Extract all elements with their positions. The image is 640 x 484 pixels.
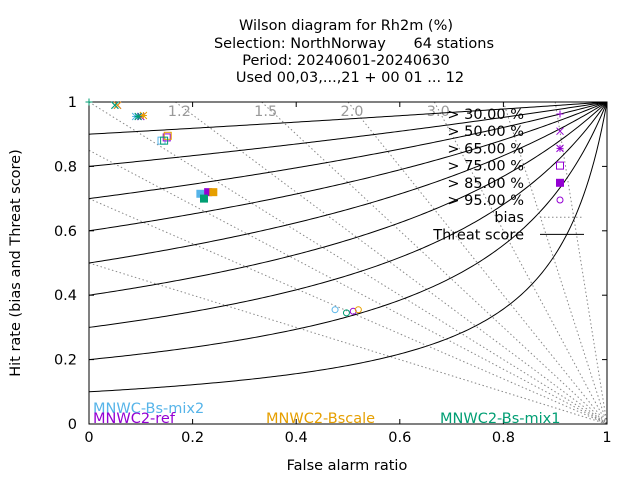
series-label-mnwc2-ref: MNWC2-ref [93, 411, 176, 427]
point-s2-1 [113, 101, 122, 110]
axis-ticks: 0 0.2 0.4 0.6 0.8 1 0 0.2 0.4 0.6 0.8 1 [54, 95, 612, 446]
bias-line-7 [433, 101, 608, 425]
bias-line-5 [261, 101, 608, 425]
x-tick-label-4: 0.8 [492, 430, 515, 446]
title-line-3: Period: 20240601-20240630 [242, 53, 450, 69]
legend-label-1: > 50.00 % [447, 124, 524, 140]
series-label-mnwc2-bscale: MNWC2-Bscale [266, 411, 375, 427]
threat-score-line-6 [88, 101, 608, 200]
y-axis-label: Hit rate (bias and Threat score) [8, 149, 24, 377]
bias-label-3: 3.0 [427, 104, 450, 120]
legend-label-0: > 30.00 % [447, 107, 524, 123]
bias-line-6 [347, 101, 608, 425]
chart-title: Wilson diagram for Rh2m (%) Selection: N… [214, 18, 494, 86]
title-line-4: Used 00,03,...,21 + 00 01 ... 12 [236, 70, 464, 86]
point-s3-2 [134, 112, 143, 121]
series-label-mnwc2-bs-mix1: MNWC2-Bs-mix1 [440, 411, 560, 427]
y-tick-label-2: 0.4 [54, 288, 77, 304]
bias-line-9 [554, 101, 608, 425]
plot-frame [88, 101, 608, 425]
legend-marker-1 [556, 127, 564, 136]
legend-label-2: > 65.00 % [447, 141, 524, 157]
data-points [85, 98, 362, 317]
legend-marker-4 [556, 178, 564, 187]
series-labels: MNWC-Bs-mix2 MNWC2-ref MNWC2-Bscale MNWC… [93, 401, 560, 427]
x-tick-label-0: 0 [84, 430, 93, 446]
point-s2-2 [139, 111, 148, 120]
bias-line-4 [175, 101, 608, 425]
y-tick-label-4: 0.8 [54, 159, 77, 175]
threat-score-line-0 [88, 102, 608, 393]
threat-score-line-1 [88, 101, 608, 361]
x-tick-label-1: 0.2 [181, 430, 204, 446]
legend-label-3: > 75.00 % [447, 159, 524, 175]
bias-line-1 [88, 198, 608, 425]
threat-score-line-8 [88, 101, 607, 135]
threat-score-line-4 [88, 101, 608, 264]
x-tick-label-5: 1 [602, 430, 611, 446]
point-s3-5 [342, 309, 350, 317]
y-tick-label-3: 0.6 [54, 224, 77, 240]
bias-label-0: 1.2 [168, 104, 191, 120]
x-tick-label-3: 0.6 [388, 430, 411, 446]
point-s3-1 [111, 101, 119, 110]
point-s2-4 [209, 188, 218, 197]
legend-marker-0 [556, 110, 564, 118]
legend-label-4: > 85.00 % [447, 176, 524, 192]
point-s3-0 [85, 98, 93, 106]
threat-score-line-2 [88, 101, 608, 328]
legend: > 30.00 %> 50.00 %> 65.00 % > 75.00 %> 85… [432, 107, 584, 243]
y-tick-label-1: 0.2 [54, 353, 77, 369]
threat-score-line-5 [88, 101, 608, 232]
y-tick-label-5: 1 [68, 95, 77, 111]
bias-labels: 1.2 1.5 2.0 3.0 [168, 104, 450, 120]
x-tick-label-2: 0.4 [285, 430, 308, 446]
point-s0-5 [331, 306, 339, 314]
point-s3-4 [199, 194, 208, 203]
bias-line-3 [88, 101, 608, 425]
point-s2-5 [354, 306, 362, 314]
x-axis-label: False alarm ratio [287, 458, 408, 474]
legend-marker-2 [556, 144, 564, 153]
threat-score-line-3 [88, 101, 608, 296]
title-line-1: Wilson diagram for Rh2m (%) [239, 18, 453, 34]
bias-label-1: 1.5 [254, 104, 277, 120]
bias-line-0 [88, 262, 608, 425]
legend-marker-5 [556, 196, 564, 204]
title-line-2: Selection: NorthNorway 64 stations [214, 36, 494, 52]
bias-line-8 [502, 101, 608, 425]
point-s3-3 [160, 136, 169, 145]
legend-label-6: bias [494, 210, 524, 226]
series-label-mnwc-bs-mix2: MNWC-Bs-mix2 [93, 401, 204, 417]
bias-lines [88, 101, 608, 425]
legend-label-5: > 95.00 % [447, 193, 524, 209]
bias-line-2 [88, 149, 608, 425]
legend-marker-3 [556, 161, 564, 170]
bias-label-2: 2.0 [340, 104, 363, 120]
y-tick-label-0: 0 [68, 417, 77, 433]
threat-score-lines [88, 101, 608, 393]
legend-label-7: Threat score [432, 227, 524, 243]
threat-score-line-7 [88, 101, 608, 167]
